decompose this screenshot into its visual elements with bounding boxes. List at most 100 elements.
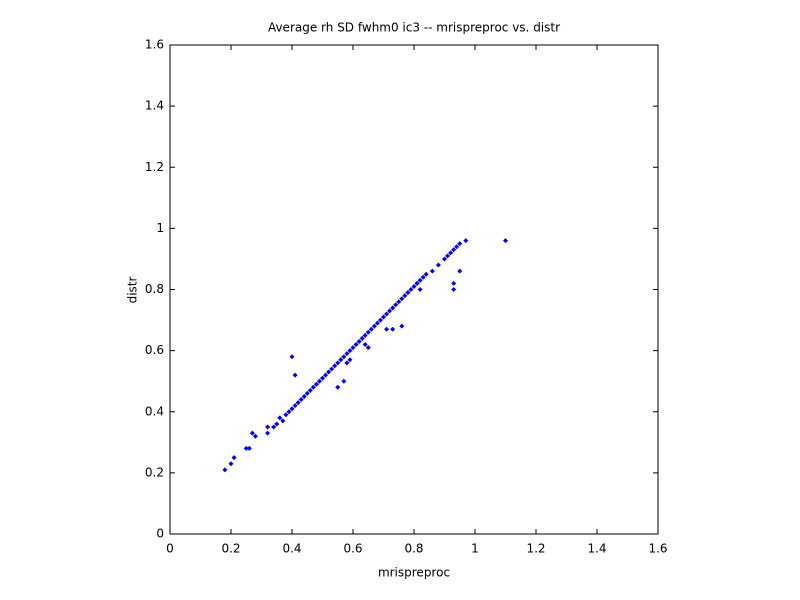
point [252,433,258,439]
x-tick-label: 0 [166,542,174,556]
x-tick-label: 1.2 [526,542,545,556]
point [451,247,457,253]
y-tick-label: 1.2 [145,160,164,174]
point [457,241,463,247]
point [231,455,237,461]
point [402,293,408,299]
point [399,323,405,329]
point [320,375,325,381]
point [283,412,289,418]
point [265,430,271,436]
y-tick-label: 0.2 [145,465,164,479]
y-axis-label: distr [126,277,140,304]
point [371,323,377,329]
point [310,384,316,390]
point [243,445,249,451]
x-axis-label: mrispreproc [378,566,450,580]
point [396,299,402,305]
point [417,287,423,292]
point [228,461,234,467]
point [335,360,341,366]
point [414,280,420,286]
point [344,351,350,357]
point [289,354,295,360]
point [222,467,228,473]
point [448,250,454,256]
point [277,415,283,421]
point [274,421,280,427]
point [332,363,338,369]
point [405,290,411,296]
y-tick-label: 0.4 [145,404,164,418]
point [365,345,371,351]
point [374,320,380,326]
x-tick-label: 1.6 [648,542,667,556]
y-tick-label: 0.6 [145,343,164,357]
point [295,400,301,406]
point [344,360,350,366]
x-tick-label: 0.2 [221,542,240,556]
point [341,354,347,360]
point [408,287,414,292]
point [316,378,322,384]
x-tick-label: 0.6 [343,542,362,556]
point [292,372,298,378]
point [368,326,374,332]
point [249,430,255,436]
point [298,397,304,403]
point [347,348,353,354]
y-tick-label: 0.8 [145,282,164,296]
y-tick-label: 0 [156,527,164,541]
point [435,262,441,268]
point [399,296,405,302]
point [377,317,383,323]
x-tick-label: 0.4 [282,542,301,556]
point [307,387,313,393]
point [390,305,396,311]
point [356,338,362,344]
point [384,326,390,332]
point [323,372,329,378]
point [393,302,399,308]
point [457,268,463,274]
y-tick-label: 1.4 [145,99,164,113]
point [463,238,469,244]
point [335,384,341,390]
point [353,342,359,348]
point [338,357,344,363]
point [304,390,310,396]
point [381,314,386,320]
point [329,366,335,372]
point [271,424,277,430]
x-tick-label: 1 [471,542,479,556]
point [362,342,368,348]
point [292,403,298,409]
point [286,409,292,415]
y-tick-label: 1 [156,221,164,235]
point [417,277,423,283]
point [411,283,417,289]
point [445,253,451,259]
point [362,332,368,338]
point [289,406,295,412]
x-tick-label: 1.4 [587,542,606,556]
point [420,274,426,280]
point [280,418,286,424]
y-tick-label: 1.6 [145,38,164,52]
point [365,329,371,335]
point [384,311,390,317]
point [265,424,271,430]
point [313,381,319,387]
point [359,335,365,341]
chart-title: Average rh SD fwhm0 ic3 -- mrispreproc v… [268,21,560,35]
point [423,271,429,277]
point [451,287,457,292]
point [390,326,396,332]
point [442,256,447,262]
point [246,445,252,451]
point [387,308,393,314]
point [503,238,508,244]
point [326,369,332,375]
point [350,345,356,351]
